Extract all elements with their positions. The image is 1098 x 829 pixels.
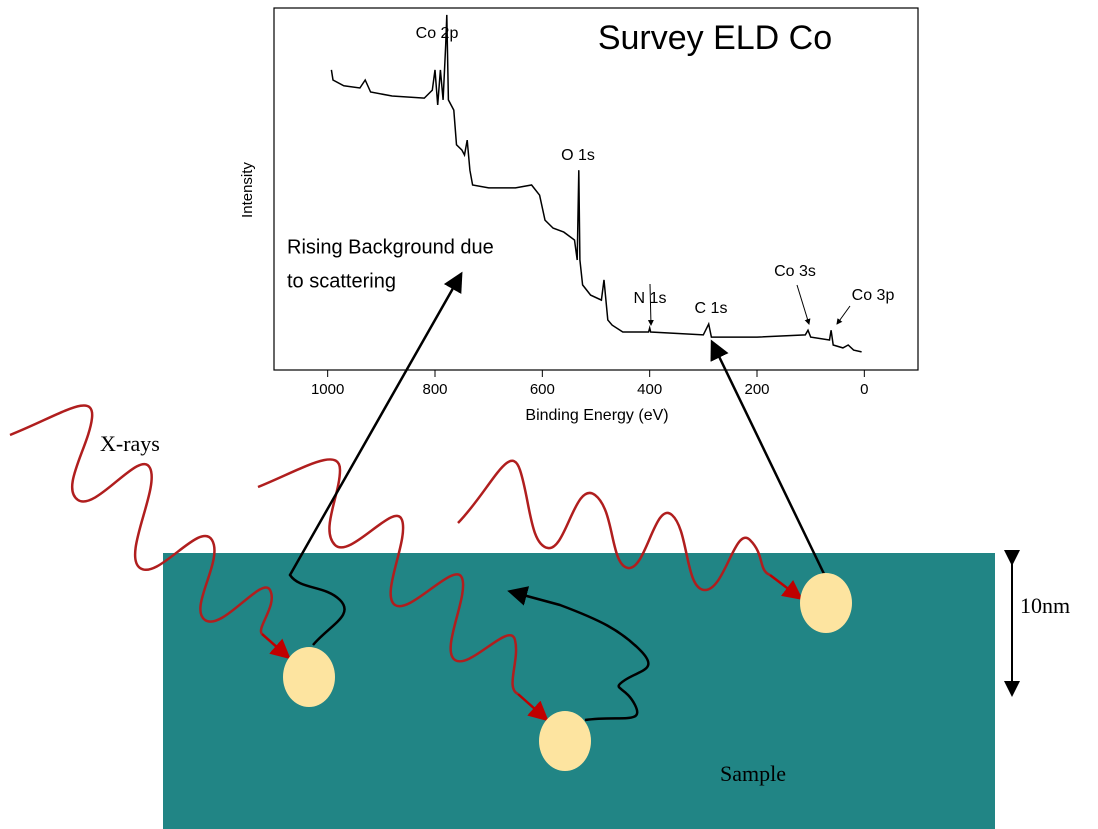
xray-label: X-rays [100, 431, 160, 456]
depth-label: 10nm [1020, 593, 1070, 618]
x-tick-label: 600 [530, 381, 555, 398]
x-tick-label: 1000 [311, 381, 344, 398]
sample-label: Sample [720, 761, 786, 786]
annotation: C 1s [695, 300, 728, 317]
y-axis-label: Intensity [239, 162, 256, 218]
page: {"chart_data": {"type": "line", "title":… [0, 0, 1098, 829]
diagram: 1000 800 600 400 200 0 Survey ELD Co Binding … [0, 0, 1098, 829]
note-text: to scattering [287, 270, 396, 292]
annotation: Co 2p [416, 25, 459, 42]
chart-title: Survey ELD Co [598, 19, 832, 57]
annotation: Co 3p [852, 287, 895, 304]
x-tick-label: 400 [637, 381, 662, 398]
x-tick-label: 800 [422, 381, 447, 398]
note-text: Rising Background due [287, 236, 494, 258]
x-tick-label: 0 [860, 381, 868, 398]
annotation: O 1s [561, 147, 595, 164]
x-axis-label: Binding Energy (eV) [525, 407, 668, 424]
plot-frame [274, 8, 918, 370]
x-tick-label: 200 [744, 381, 769, 398]
annotation: Co 3s [774, 263, 816, 280]
